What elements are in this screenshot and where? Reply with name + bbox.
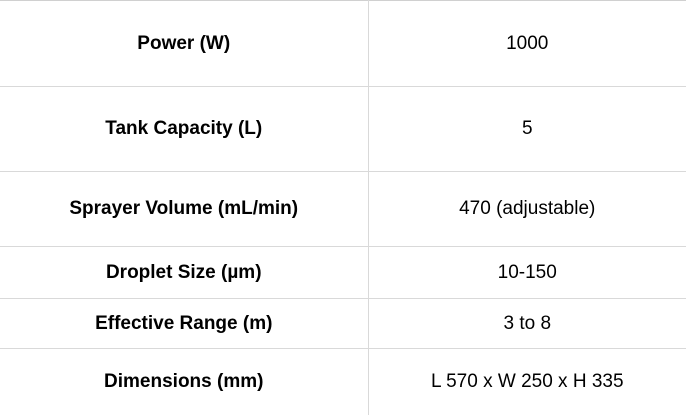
spec-label-tank-capacity: Tank Capacity (L) xyxy=(0,87,368,172)
spec-value-power: 1000 xyxy=(368,1,686,87)
spec-label-droplet-size: Droplet Size (µm) xyxy=(0,247,368,299)
spec-value-effective-range: 3 to 8 xyxy=(368,299,686,349)
table-row: Tank Capacity (L) 5 xyxy=(0,87,686,172)
spec-label-sprayer-volume: Sprayer Volume (mL/min) xyxy=(0,172,368,247)
spec-value-sprayer-volume: 470 (adjustable) xyxy=(368,172,686,247)
spec-value-tank-capacity: 5 xyxy=(368,87,686,172)
spec-value-droplet-size: 10-150 xyxy=(368,247,686,299)
table-row: Power (W) 1000 xyxy=(0,1,686,87)
spec-label-power: Power (W) xyxy=(0,1,368,87)
table-row: Dimensions (mm) L 570 x W 250 x H 335 xyxy=(0,349,686,415)
spec-label-dimensions: Dimensions (mm) xyxy=(0,349,368,415)
table-row: Droplet Size (µm) 10-150 xyxy=(0,247,686,299)
table-row: Sprayer Volume (mL/min) 470 (adjustable) xyxy=(0,172,686,247)
spec-value-dimensions: L 570 x W 250 x H 335 xyxy=(368,349,686,415)
table-row: Effective Range (m) 3 to 8 xyxy=(0,299,686,349)
spec-label-effective-range: Effective Range (m) xyxy=(0,299,368,349)
